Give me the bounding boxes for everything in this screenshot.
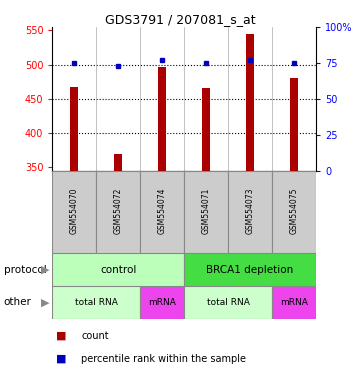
Bar	[96, 171, 140, 253]
Bar	[184, 286, 272, 319]
Text: mRNA: mRNA	[148, 298, 176, 307]
Text: ▶: ▶	[41, 265, 49, 275]
Text: ■: ■	[56, 331, 66, 341]
Bar	[184, 253, 316, 286]
Text: GSM554074: GSM554074	[158, 187, 167, 234]
Text: percentile rank within the sample: percentile rank within the sample	[81, 354, 246, 364]
Bar	[272, 171, 316, 253]
Text: total RNA: total RNA	[75, 298, 118, 307]
Bar	[140, 171, 184, 253]
Text: control: control	[100, 265, 136, 275]
Text: count: count	[81, 331, 109, 341]
Bar	[52, 253, 184, 286]
Bar	[290, 78, 298, 171]
Bar	[114, 154, 122, 171]
Text: total RNA: total RNA	[206, 298, 249, 307]
Bar	[70, 86, 78, 171]
Text: mRNA: mRNA	[280, 298, 308, 307]
Bar	[52, 286, 140, 319]
Bar	[228, 171, 272, 253]
Bar	[184, 171, 228, 253]
Text: BRCA1 depletion: BRCA1 depletion	[206, 265, 293, 275]
Text: protocol: protocol	[4, 265, 46, 275]
Text: GSM554070: GSM554070	[70, 187, 79, 234]
Text: ■: ■	[56, 354, 66, 364]
Text: other: other	[4, 297, 31, 308]
Bar	[140, 286, 184, 319]
Bar	[272, 286, 316, 319]
Bar	[246, 34, 254, 171]
Bar	[202, 88, 210, 171]
Text: GSM554073: GSM554073	[245, 187, 255, 234]
Text: GSM554071: GSM554071	[201, 187, 210, 234]
Bar	[158, 67, 166, 171]
Bar	[52, 171, 96, 253]
Text: GSM554072: GSM554072	[114, 187, 123, 234]
Text: GSM554075: GSM554075	[290, 187, 299, 234]
Text: GDS3791 / 207081_s_at: GDS3791 / 207081_s_at	[105, 13, 256, 26]
Text: ▶: ▶	[41, 297, 49, 308]
